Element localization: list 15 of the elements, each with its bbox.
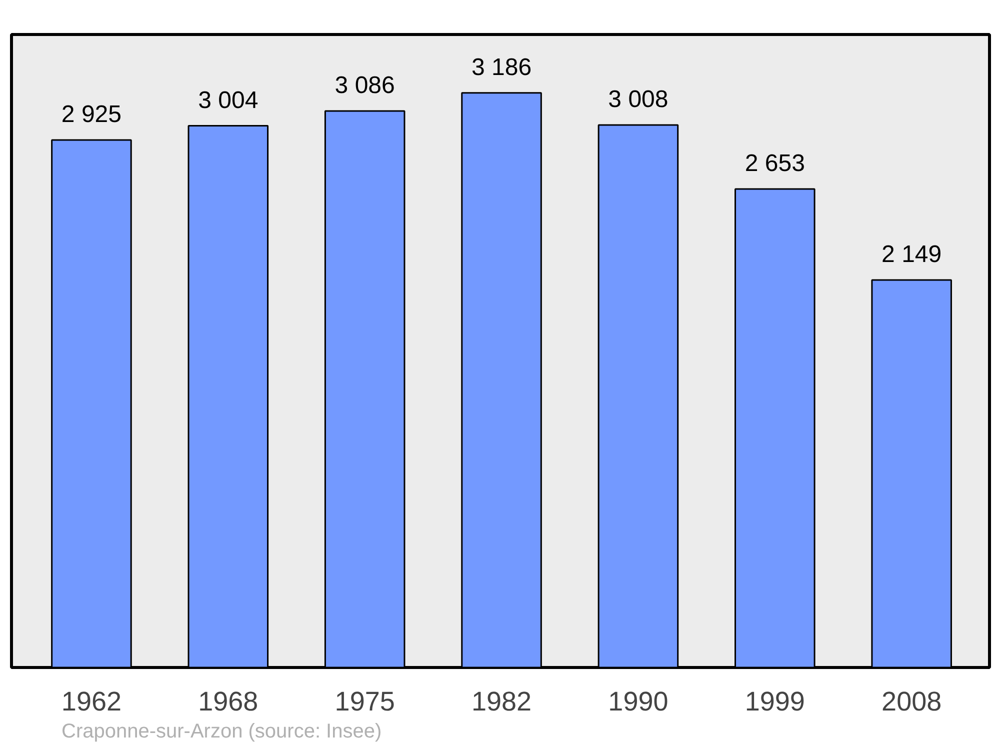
x-tick-label: 1962 — [61, 686, 122, 716]
x-tick-label: 1968 — [198, 686, 258, 716]
data-label: 2 653 — [744, 150, 805, 178]
data-label: 2 149 — [882, 240, 942, 268]
data-label: 3 008 — [608, 86, 668, 114]
data-label: 2 925 — [61, 101, 122, 128]
data-label: 3 186 — [471, 54, 532, 81]
x-tick-label: 1975 — [334, 686, 395, 716]
text: Craponne-sur-Arzon (source: Insee) — [62, 720, 382, 742]
x-tick-label: 1999 — [744, 686, 805, 716]
data-label: 3 004 — [198, 86, 258, 114]
x-tick-label: 1982 — [471, 686, 532, 716]
x-tick-label: 1990 — [608, 686, 668, 716]
data-label: 3 086 — [334, 72, 395, 99]
x-tick-label: 2008 — [882, 686, 942, 716]
